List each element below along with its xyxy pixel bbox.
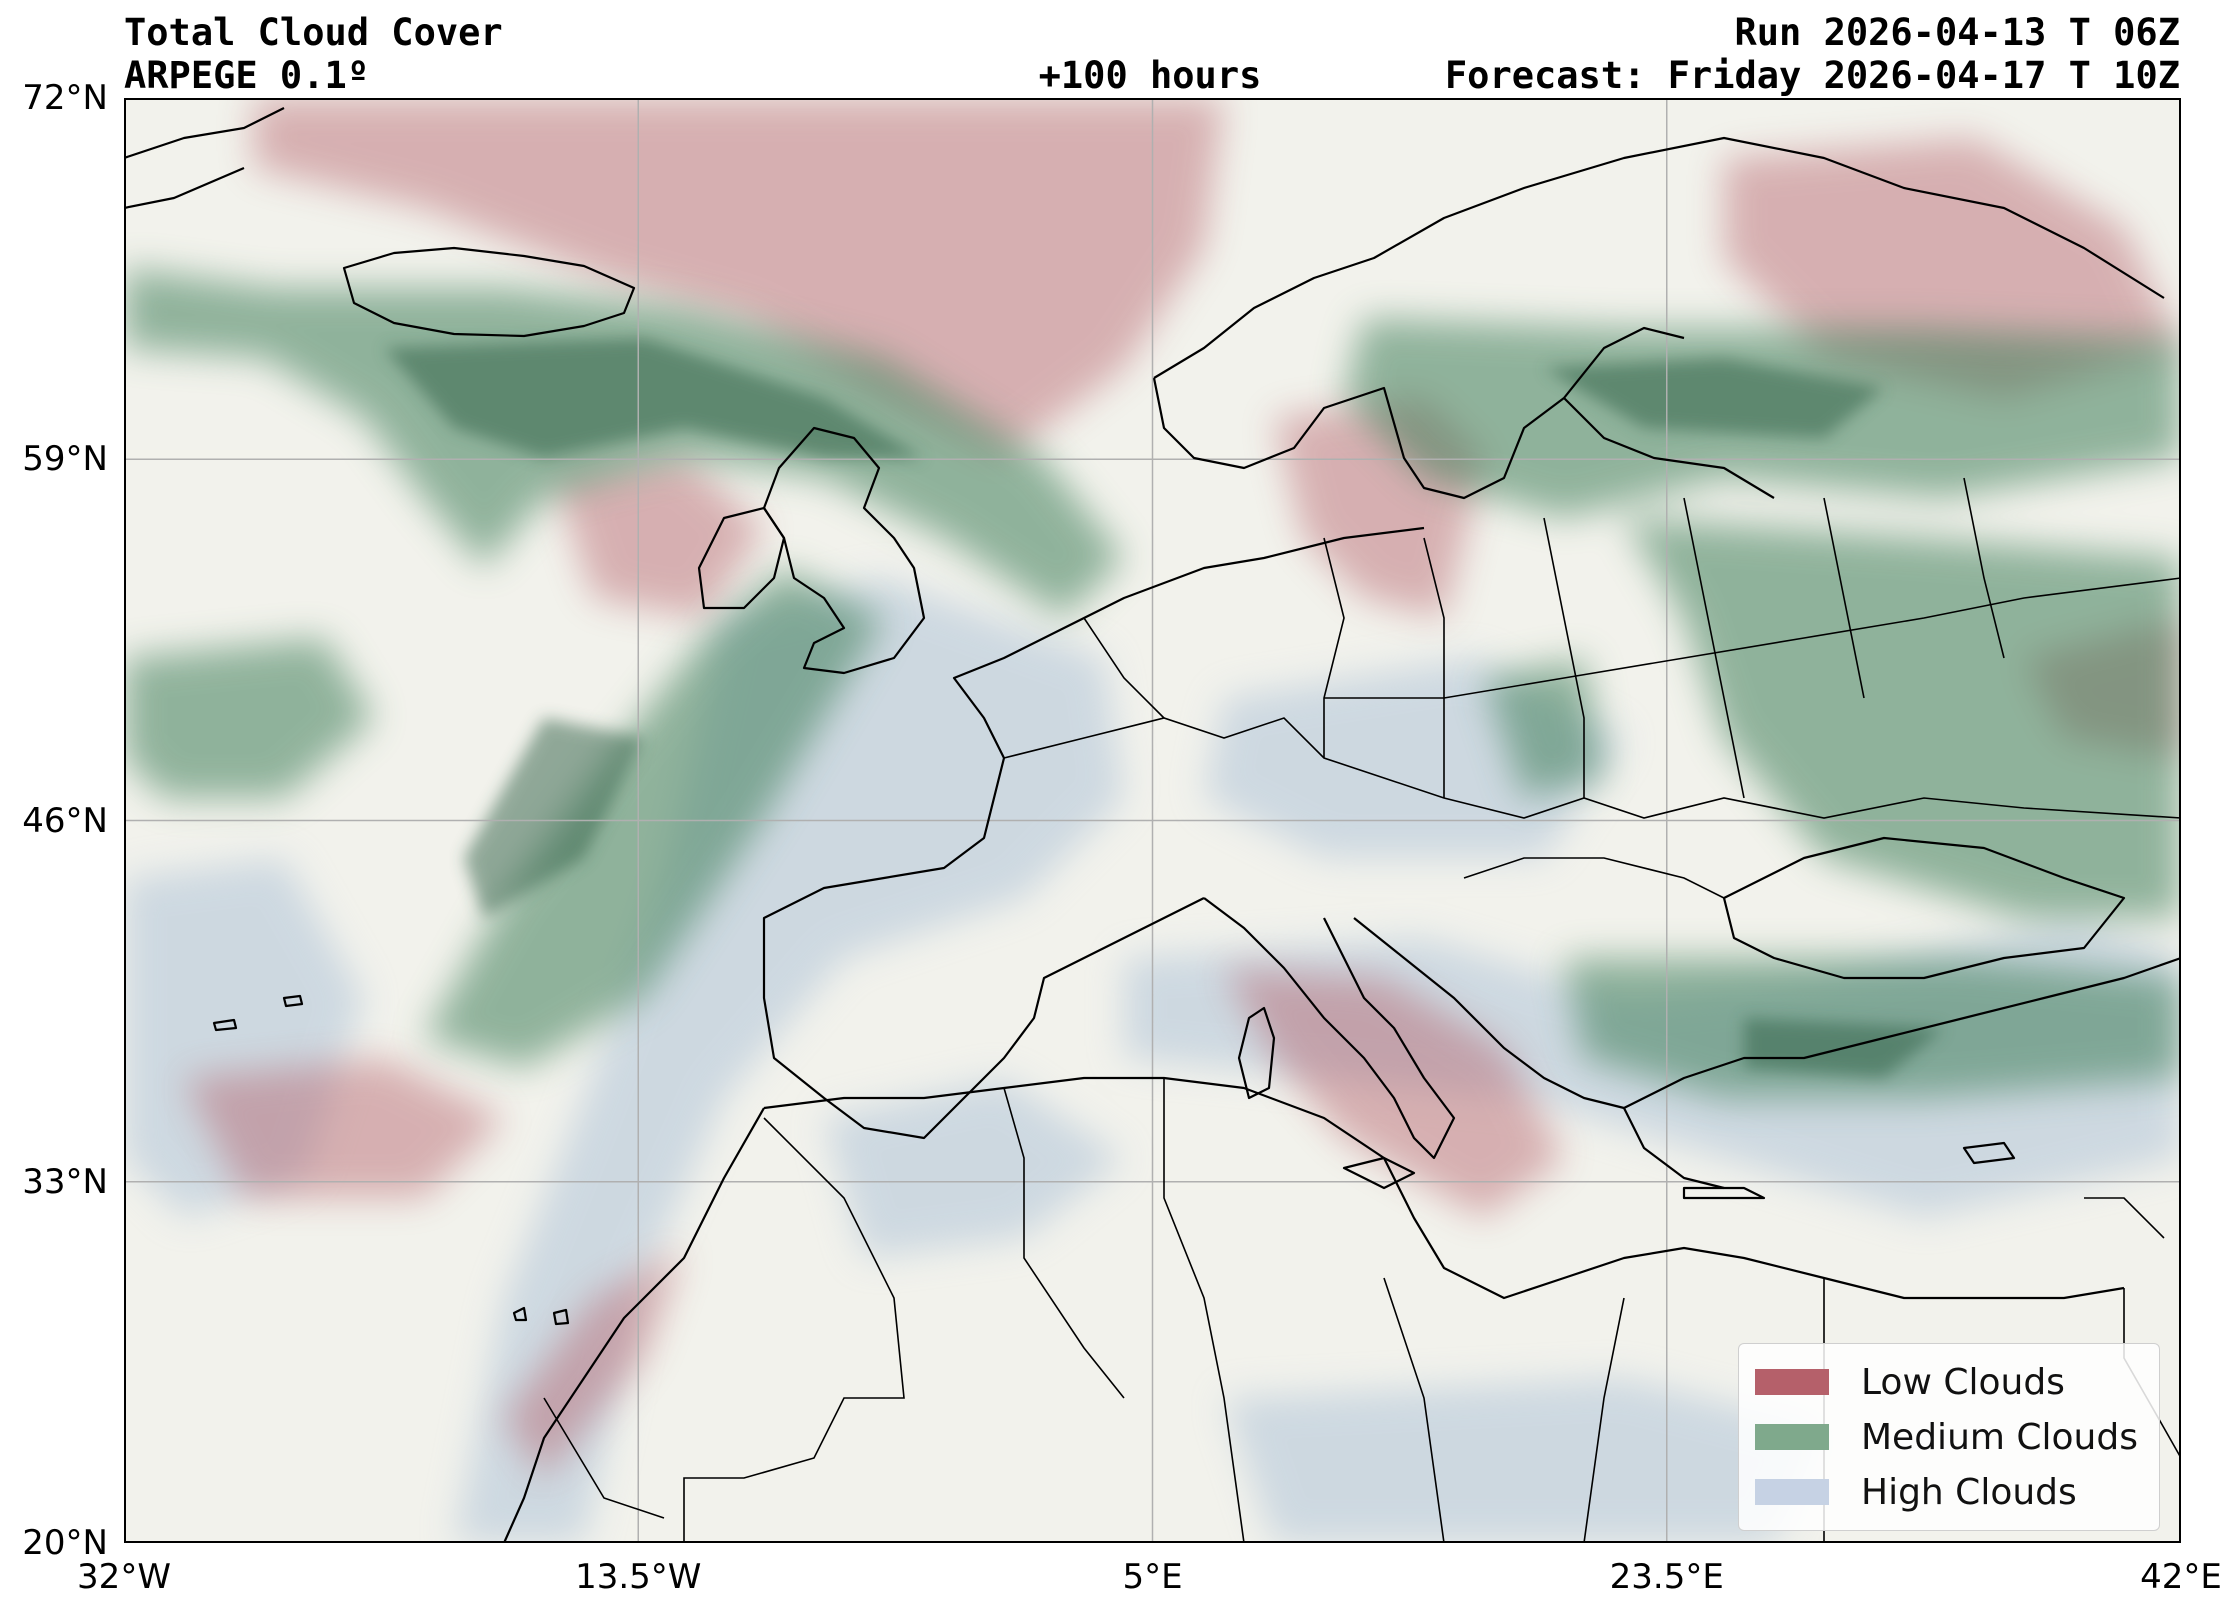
lat-tick-label: 59°N bbox=[22, 439, 108, 480]
legend-item-high: High Clouds bbox=[1755, 1471, 2077, 1513]
legend-swatch-low bbox=[1755, 1369, 1829, 1395]
lat-tick-label: 33°N bbox=[22, 1161, 108, 1202]
legend: Low Clouds Medium Clouds High Clouds bbox=[1738, 1343, 2160, 1531]
legend-item-medium: Medium Clouds bbox=[1755, 1416, 2138, 1458]
lon-tick-label: 32°W bbox=[77, 1557, 171, 1597]
lat-tick-label: 72°N bbox=[22, 78, 108, 118]
graticule bbox=[124, 98, 2181, 1543]
forecast-label: Forecast: Friday 2026-04-17 T 10Z bbox=[1444, 54, 2180, 97]
medium-clouds-layer bbox=[124, 268, 2181, 1098]
legend-label-high: High Clouds bbox=[1861, 1471, 2077, 1513]
legend-swatch-medium bbox=[1755, 1424, 1829, 1450]
cloud-cover-map bbox=[124, 98, 2181, 1543]
model-label: ARPEGE 0.1º bbox=[124, 54, 370, 97]
lead-time-label: +100 hours bbox=[1038, 54, 1262, 97]
map-title: Total Cloud Cover bbox=[124, 11, 503, 54]
legend-label-low: Low Clouds bbox=[1861, 1361, 2065, 1403]
legend-item-low: Low Clouds bbox=[1755, 1361, 2065, 1403]
lon-tick-label: 42°E bbox=[2140, 1557, 2222, 1597]
country-borders bbox=[543, 477, 2181, 1543]
run-label: Run 2026-04-13 T 06Z bbox=[1734, 11, 2180, 54]
lat-tick-label: 20°N bbox=[22, 1523, 108, 1563]
lat-tick-label: 46°N bbox=[22, 800, 108, 841]
coastlines bbox=[124, 107, 2181, 1543]
lon-tick-label: 23.5°E bbox=[1609, 1557, 1724, 1597]
legend-label-medium: Medium Clouds bbox=[1861, 1416, 2138, 1458]
legend-swatch-high bbox=[1755, 1479, 1829, 1505]
lon-tick-label: 13.5°W bbox=[575, 1557, 702, 1597]
lon-tick-label: 5°E bbox=[1122, 1557, 1183, 1597]
